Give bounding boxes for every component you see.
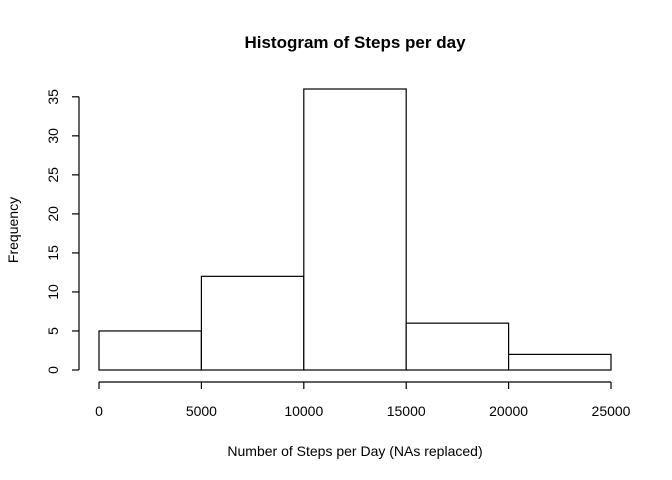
- y-tick-label: 35: [45, 89, 61, 105]
- chart-title: Histogram of Steps per day: [244, 33, 466, 52]
- bars-group: [98, 88, 612, 371]
- y-tick-label: 10: [45, 284, 61, 300]
- histogram-bar-4: [405, 322, 510, 371]
- x-tick-label: 10000: [284, 403, 323, 419]
- histogram-bar-5: [508, 353, 612, 371]
- x-tick-label: 25000: [592, 403, 631, 419]
- y-tick-label: 30: [45, 128, 61, 144]
- y-axis-label: Frequency: [5, 197, 21, 263]
- x-tick-label: 5000: [186, 403, 217, 419]
- x-axis: 0 5000 10000 15000 20000 25000: [95, 381, 631, 419]
- x-axis-label: Number of Steps per Day (NAs replaced): [227, 443, 482, 459]
- y-tick-label: 5: [45, 327, 61, 335]
- histogram-bar-1: [98, 330, 203, 371]
- x-tick-label: 0: [95, 403, 103, 419]
- y-tick-label: 20: [45, 206, 61, 222]
- y-tick-label: 25: [45, 167, 61, 183]
- histogram-bar-2: [200, 275, 305, 371]
- y-tick-label: 0: [45, 366, 61, 374]
- y-axis: 0 5 10 15 20 25 30 35: [45, 89, 80, 374]
- histogram-bar-3: [303, 88, 407, 371]
- y-tick-label: 15: [45, 245, 61, 261]
- x-tick-label: 20000: [489, 403, 528, 419]
- x-tick-label: 15000: [387, 403, 426, 419]
